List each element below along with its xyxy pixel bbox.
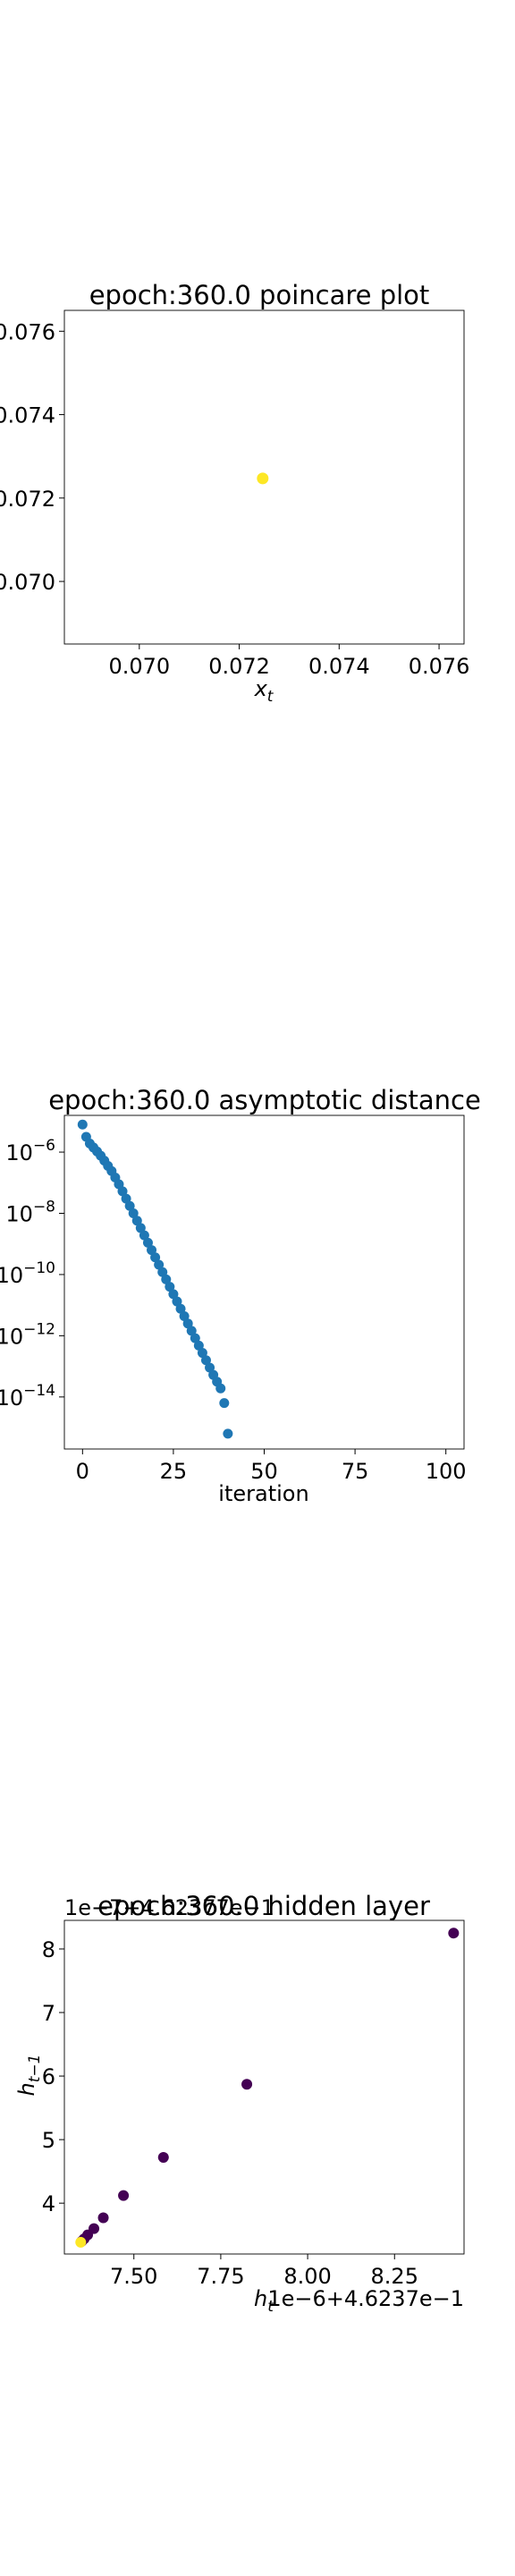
hidden-layer-ylabel: ht−1 bbox=[14, 2055, 44, 2097]
x-tick-label: 0.074 bbox=[308, 654, 370, 679]
y-tick-label: 5 bbox=[42, 2128, 55, 2153]
x-tick-label: 7.75 bbox=[197, 2264, 244, 2289]
x-tick-label: 75 bbox=[342, 1459, 369, 1484]
scatter-point bbox=[223, 1428, 232, 1438]
scatter-point bbox=[215, 1384, 225, 1394]
x-tick-label: 0.072 bbox=[208, 654, 270, 679]
x-tick-label: 7.50 bbox=[110, 2264, 157, 2289]
y-tick-label: 10−8 bbox=[5, 1199, 55, 1227]
scatter-point bbox=[257, 472, 268, 484]
asymptotic-distance-title: epoch:360.0 asymptotic distance bbox=[48, 1085, 481, 1115]
scatter-point bbox=[118, 2190, 129, 2201]
hidden-layer-frame bbox=[64, 1920, 464, 2254]
y-tick-label: 10−6 bbox=[5, 1137, 55, 1165]
scatter-point bbox=[219, 1398, 229, 1408]
y-tick-label: 10−10 bbox=[0, 1259, 55, 1288]
scatter-point bbox=[241, 2079, 252, 2089]
x-tick-label: 0 bbox=[76, 1459, 89, 1484]
scatter-point bbox=[98, 2213, 109, 2224]
asymptotic-distance-frame bbox=[64, 1115, 464, 1449]
scatter-point bbox=[75, 2237, 86, 2248]
x-tick-label: 50 bbox=[250, 1459, 278, 1484]
x-tick-label: 100 bbox=[426, 1459, 467, 1484]
hidden-layer-chart: epoch:360.0 hidden layer 1e−7+4.62377e−1… bbox=[14, 1891, 464, 2316]
poincare-plot-xlabel: xt bbox=[254, 676, 274, 706]
y-tick-label: 0.072 bbox=[0, 487, 55, 512]
y-tick-label: 0.070 bbox=[0, 570, 55, 595]
y-tick-label: 0.074 bbox=[0, 403, 55, 428]
scatter-point bbox=[158, 2152, 169, 2163]
y-tick-label: 10−12 bbox=[0, 1320, 55, 1349]
poincare-plot-title: epoch:360.0 poincare plot bbox=[89, 280, 430, 310]
hidden-layer-y-offset: 1e−7+4.62377e−1 bbox=[64, 1895, 274, 1920]
x-tick-label: 8.00 bbox=[283, 2264, 331, 2289]
x-tick-label: 8.25 bbox=[371, 2264, 418, 2289]
hidden-layer-x-offset: 1e−6+4.6237e−1 bbox=[267, 2286, 464, 2311]
scatter-point bbox=[78, 1120, 88, 1130]
y-tick-label: 10−14 bbox=[0, 1382, 55, 1411]
y-tick-label: 4 bbox=[42, 2191, 55, 2216]
asymptotic-distance-xlabel: iteration bbox=[218, 1481, 308, 1506]
asymptotic-distance-chart: epoch:360.0 asymptotic distance 0 25 50 75 1… bbox=[0, 1085, 481, 1506]
y-tick-label: 0.076 bbox=[0, 319, 55, 344]
x-tick-label: 25 bbox=[160, 1459, 188, 1484]
poincare-plot-chart: epoch:360.0 poincare plot 0.070 0.072 0.07… bbox=[0, 280, 469, 706]
y-tick-label: 8 bbox=[42, 1937, 55, 1962]
y-tick-label: 7 bbox=[42, 2001, 55, 2026]
y-tick-label: 6 bbox=[42, 2064, 55, 2089]
x-tick-label: 0.076 bbox=[409, 654, 470, 679]
x-tick-label: 0.070 bbox=[108, 654, 170, 679]
scatter-point bbox=[448, 1928, 459, 1938]
